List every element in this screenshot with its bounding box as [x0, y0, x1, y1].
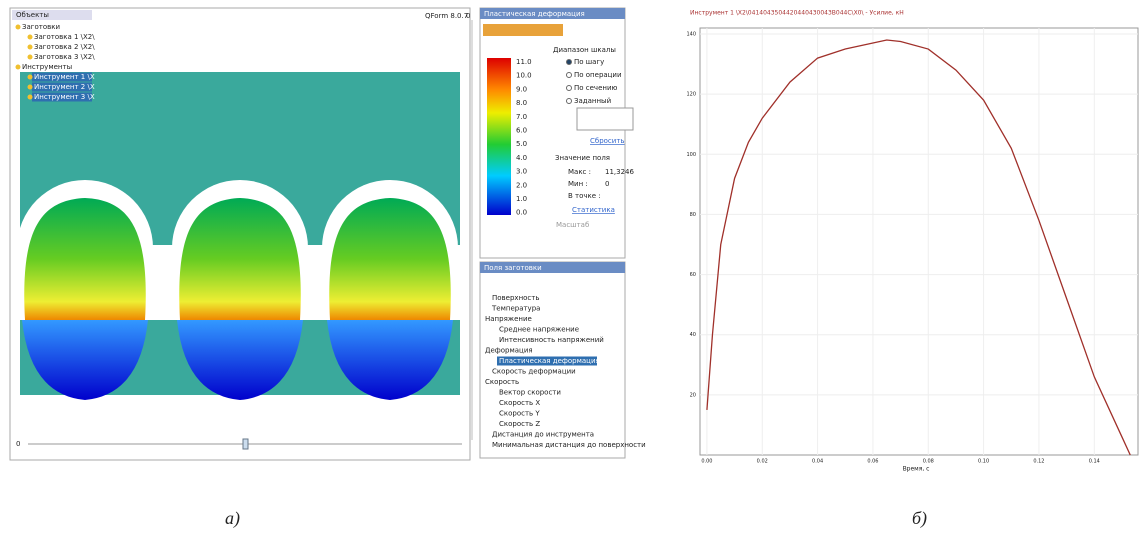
x-tick-label: 0.00 [701, 459, 712, 465]
legend-label: 9.0 [516, 85, 527, 93]
radio[interactable] [567, 73, 572, 78]
max-value: 11,3246 [605, 168, 634, 176]
tree-title: Объекты [16, 11, 49, 19]
field-item[interactable]: Скорость деформации [492, 368, 576, 376]
field-item[interactable]: Скорость Y [499, 410, 540, 418]
input[interactable] [577, 108, 633, 130]
field-item[interactable]: Скорость Z [499, 420, 540, 428]
tree-icon [28, 95, 33, 100]
range-title: Диапазон шкалы [553, 46, 616, 54]
x-tick-label: 0.12 [1033, 459, 1044, 465]
field-item[interactable]: Дистанция до инструмента [492, 431, 594, 439]
radio-label[interactable]: По шагу [574, 58, 604, 66]
radio[interactable] [567, 60, 572, 65]
tree-icon [28, 85, 33, 90]
tree-icon [28, 35, 33, 40]
legend-label: 7.0 [516, 113, 527, 121]
field-item[interactable]: Поверхность [492, 294, 539, 302]
x-axis-label: Время, с [903, 466, 930, 473]
reset-link[interactable]: Сбросить [590, 137, 625, 145]
field-item[interactable]: Среднее напряжение [499, 326, 579, 334]
slider-thumb[interactable] [243, 439, 248, 449]
legend-label: 0.0 [516, 209, 527, 217]
tree-item[interactable]: Инструмент 2 \X [34, 83, 95, 91]
tree-icon [28, 45, 33, 50]
min-value: 0 [605, 180, 609, 188]
legend-label: 2.0 [516, 181, 527, 189]
field-item[interactable]: Скорость X [499, 399, 540, 407]
y-tick-label: 100 [686, 152, 696, 158]
panel-title: Пластическая деформация [484, 10, 585, 18]
figure: Объекты Заготовки Заготовка 1 \X2\ Заготов… [0, 0, 1141, 546]
scale-label: Масштаб [556, 221, 589, 229]
tree-item[interactable]: Заготовка 2 \X2\ [34, 43, 95, 51]
field-item[interactable]: Напряжение [485, 315, 532, 323]
y-tick-label: 60 [690, 272, 696, 278]
legend-label: 10.0 [516, 72, 532, 80]
field-item[interactable]: Температура [491, 305, 540, 313]
radio-label[interactable]: Заданный [574, 97, 611, 105]
tree-icon [28, 55, 33, 60]
caption: а) [225, 508, 240, 529]
tree-item[interactable]: Заготовка 3 \X2\ [34, 53, 95, 61]
legend-label: 11.0 [516, 58, 532, 66]
min-label: Мин : [568, 180, 588, 188]
version: QForm 8.0.7 [425, 12, 468, 20]
radio[interactable] [567, 99, 572, 104]
field-item[interactable]: Скорость [485, 378, 519, 386]
field-item[interactable]: Вектор скорости [499, 389, 561, 397]
x-tick-label: 0.06 [867, 459, 878, 465]
tree-item[interactable]: Инструменты [22, 63, 72, 71]
tree-icon [16, 25, 21, 30]
field-item[interactable]: Деформация [485, 347, 533, 355]
y-tick-label: 20 [690, 392, 696, 398]
field-item[interactable]: Пластическая деформация [499, 357, 600, 365]
field-item[interactable]: Интенсивность напряжений [499, 336, 604, 344]
tree-item[interactable]: Заготовка 1 \X2\ [34, 33, 95, 41]
legend-label: 4.0 [516, 154, 527, 162]
y-tick-label: 80 [690, 212, 696, 218]
statistics-link[interactable]: Статистика [572, 206, 615, 214]
plot-area [700, 28, 1138, 455]
legend-label: 8.0 [516, 99, 527, 107]
legend-label: 5.0 [516, 140, 527, 148]
chart-title: Инструмент 1 \X2\0414043504420440430043B… [690, 10, 904, 17]
radio-label[interactable]: По операции [574, 71, 622, 79]
toolbar[interactable] [483, 24, 563, 36]
y-tick-label: 140 [686, 32, 696, 38]
slider-top-label: 0 [466, 12, 470, 20]
legend-label: 3.0 [516, 168, 527, 176]
radio-label[interactable]: По сечению [574, 84, 617, 92]
field-title: Значение поля [555, 154, 610, 162]
tree-icon [16, 65, 21, 70]
slider-label: 0 [16, 440, 20, 448]
color-legend [487, 58, 511, 215]
tree-item[interactable]: Инструмент 3 \X [34, 93, 95, 101]
radio[interactable] [567, 86, 572, 91]
x-tick-label: 0.10 [978, 459, 989, 465]
tree-item[interactable]: Инструмент 1 \X [34, 73, 95, 81]
x-tick-label: 0.14 [1089, 459, 1100, 465]
y-tick-label: 120 [686, 92, 696, 98]
panel-title: Поля заготовки [484, 264, 542, 272]
legend-label: 1.0 [516, 195, 527, 203]
field-item[interactable]: Минимальная дистанция до поверхности [492, 441, 646, 449]
legend-label: 6.0 [516, 127, 527, 135]
y-tick-label: 40 [690, 332, 696, 338]
point-label: В точке : [568, 192, 601, 200]
max-label: Макс : [568, 168, 591, 176]
x-tick-label: 0.02 [757, 459, 768, 465]
tree-item[interactable]: Заготовки [22, 23, 60, 31]
x-tick-label: 0.04 [812, 459, 823, 465]
x-tick-label: 0.08 [923, 459, 934, 465]
caption: б) [912, 508, 927, 529]
tree-icon [28, 75, 33, 80]
billets [17, 180, 458, 400]
